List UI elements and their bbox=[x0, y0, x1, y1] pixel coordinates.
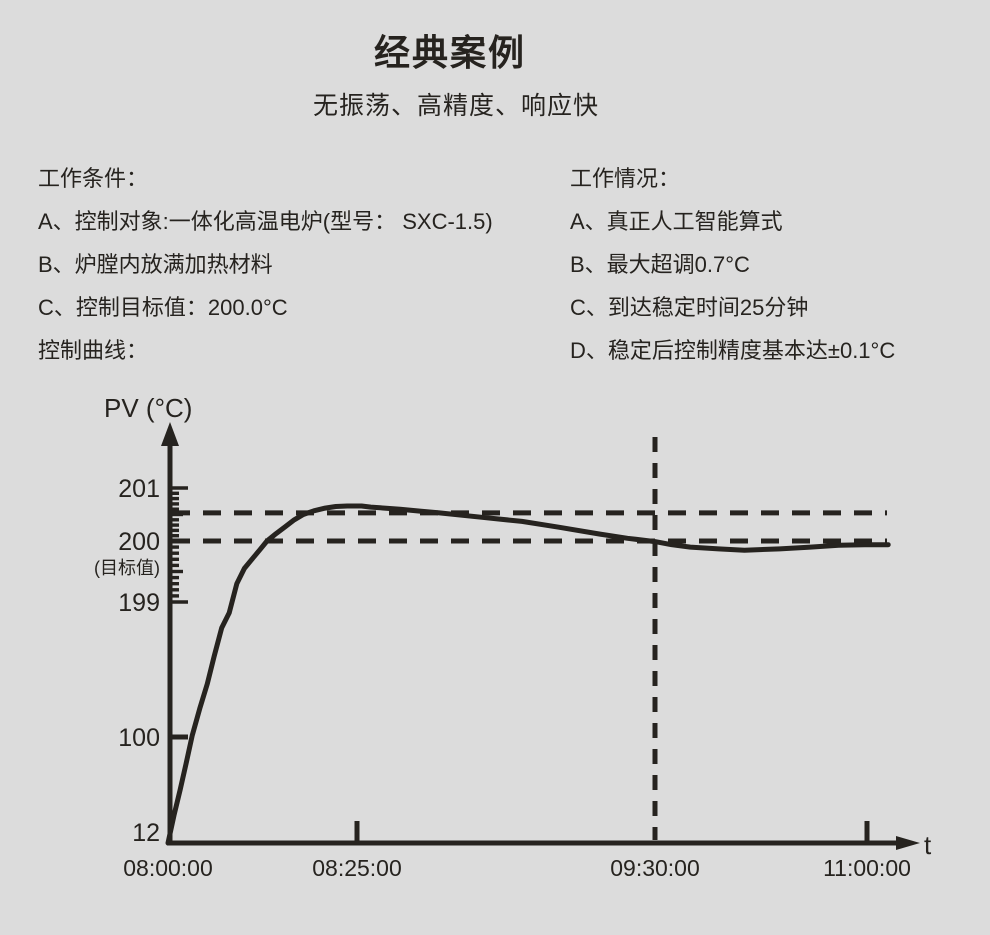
working-status-heading: 工作情况： bbox=[570, 166, 681, 191]
y-tick-label: 12 bbox=[132, 819, 160, 847]
x-tick-label: 11:00:00 bbox=[823, 855, 911, 881]
x-axis-title: t bbox=[924, 830, 932, 860]
status-item-b: B、最大超调0.7°C bbox=[570, 252, 750, 277]
status-item-d: D、稳定后控制精度基本达±0.1°C bbox=[570, 338, 896, 363]
working-conditions-section: 工作条件： A、控制对象:一体化高温电炉(型号： SXC-1.5) B、炉膛内放… bbox=[38, 157, 568, 372]
y-tick-label: 200 bbox=[118, 528, 160, 556]
x-tick-label: 08:00:00 bbox=[123, 855, 213, 881]
y-tick-label: 199 bbox=[118, 589, 160, 617]
y-tick-label: 201 bbox=[118, 475, 160, 503]
y-tick-label: 100 bbox=[118, 724, 160, 752]
page-title: 经典案例 bbox=[373, 32, 526, 73]
control-curve-label: 控制曲线： bbox=[38, 338, 149, 363]
x-axis-arrow bbox=[896, 836, 920, 850]
y-axis-arrow bbox=[161, 422, 179, 446]
status-item-c: C、到达稳定时间25分钟 bbox=[570, 295, 809, 320]
control-curve bbox=[165, 503, 891, 846]
condition-item-b: B、炉膛内放满加热材料 bbox=[38, 252, 273, 277]
x-tick-label: 09:30:00 bbox=[610, 855, 700, 881]
condition-item-c: C、控制目标值：200.0°C bbox=[38, 295, 288, 320]
status-item-a: A、真正人工智能算式 bbox=[570, 209, 783, 234]
y-tick-label: (目标值) bbox=[94, 558, 160, 578]
working-conditions-heading: 工作条件： bbox=[38, 166, 149, 191]
condition-item-a: A、控制对象:一体化高温电炉(型号： SXC-1.5) bbox=[38, 209, 493, 234]
x-tick-label: 08:25:00 bbox=[312, 855, 402, 881]
y-axis-title: PV (°C) bbox=[104, 393, 192, 423]
page-subtitle: 无振荡、高精度、响应快 bbox=[312, 92, 599, 120]
working-status-section: 工作情况： A、真正人工智能算式 B、最大超调0.7°C C、到达稳定时间25分… bbox=[570, 157, 990, 372]
